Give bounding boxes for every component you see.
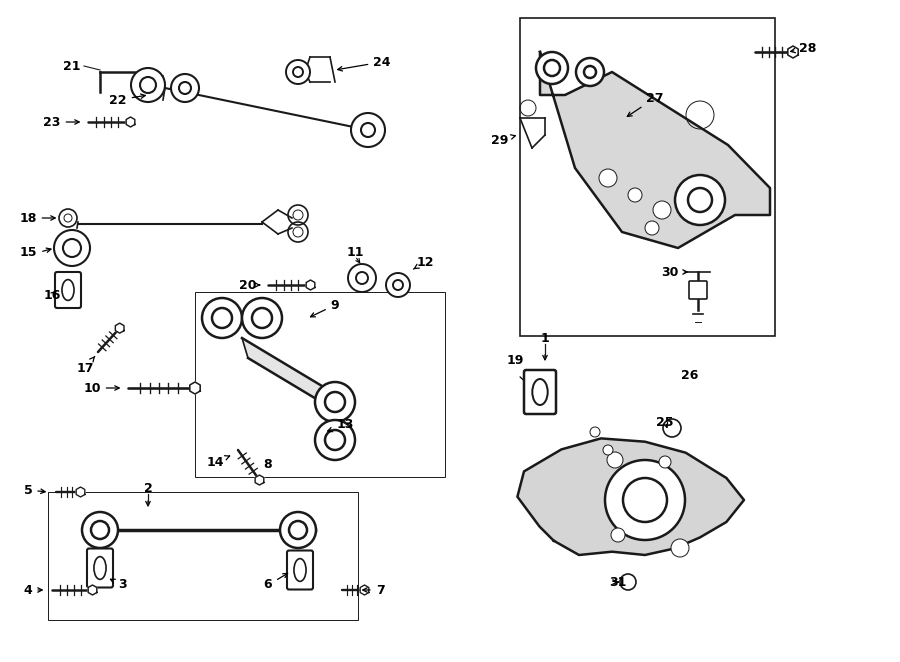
Circle shape (393, 280, 403, 290)
Text: 8: 8 (264, 459, 273, 471)
Text: 1: 1 (541, 332, 549, 344)
FancyBboxPatch shape (55, 272, 81, 308)
Polygon shape (115, 323, 124, 333)
Circle shape (584, 66, 596, 78)
Polygon shape (306, 280, 315, 290)
Circle shape (54, 230, 90, 266)
Circle shape (140, 77, 156, 93)
Circle shape (356, 272, 368, 284)
Polygon shape (88, 585, 97, 595)
Bar (195, 292, 445, 477)
Polygon shape (540, 52, 770, 248)
Circle shape (63, 239, 81, 257)
FancyBboxPatch shape (287, 551, 313, 589)
Text: 27: 27 (627, 91, 664, 117)
Polygon shape (788, 46, 798, 58)
Circle shape (351, 113, 385, 147)
Circle shape (605, 460, 685, 540)
Circle shape (628, 188, 642, 202)
Circle shape (252, 308, 272, 328)
Text: 4: 4 (23, 583, 42, 596)
Circle shape (286, 60, 310, 84)
Circle shape (386, 273, 410, 297)
Text: 23: 23 (43, 115, 79, 128)
Circle shape (293, 67, 303, 77)
Text: 29: 29 (491, 134, 516, 146)
Circle shape (171, 74, 199, 102)
Text: 13: 13 (328, 418, 354, 432)
Text: 25: 25 (656, 416, 674, 428)
Circle shape (611, 528, 625, 542)
Circle shape (623, 478, 667, 522)
Text: 2: 2 (144, 481, 152, 495)
Circle shape (659, 456, 671, 468)
Polygon shape (126, 117, 135, 127)
Polygon shape (190, 382, 200, 394)
Circle shape (590, 427, 600, 437)
Text: 19: 19 (507, 354, 524, 367)
Text: 16: 16 (43, 289, 60, 301)
Text: 26: 26 (681, 369, 698, 381)
FancyBboxPatch shape (87, 549, 113, 587)
FancyBboxPatch shape (524, 370, 556, 414)
Circle shape (131, 68, 165, 102)
Text: 6: 6 (264, 573, 288, 592)
Circle shape (653, 201, 671, 219)
Polygon shape (242, 338, 338, 412)
Circle shape (603, 445, 613, 455)
Text: 9: 9 (310, 299, 339, 317)
Text: 7: 7 (363, 583, 384, 596)
Circle shape (544, 60, 560, 76)
Circle shape (675, 175, 725, 225)
Circle shape (280, 512, 316, 548)
Circle shape (325, 430, 345, 450)
Circle shape (671, 539, 689, 557)
Circle shape (599, 169, 617, 187)
Polygon shape (518, 438, 744, 555)
Text: 10: 10 (84, 381, 119, 395)
Circle shape (348, 264, 376, 292)
Text: 12: 12 (413, 256, 434, 269)
Circle shape (315, 382, 355, 422)
Bar (48, 492, 358, 620)
Text: 31: 31 (609, 575, 626, 589)
Circle shape (315, 420, 355, 460)
Polygon shape (360, 585, 369, 595)
Text: 20: 20 (239, 279, 260, 291)
Circle shape (179, 82, 191, 94)
Circle shape (202, 298, 242, 338)
Circle shape (242, 298, 282, 338)
Circle shape (536, 52, 568, 84)
Circle shape (289, 521, 307, 539)
Circle shape (607, 452, 623, 468)
Text: 24: 24 (338, 56, 391, 71)
Text: 11: 11 (346, 246, 364, 258)
Ellipse shape (94, 557, 106, 579)
Circle shape (645, 221, 659, 235)
Text: 28: 28 (791, 42, 816, 54)
Circle shape (91, 521, 109, 539)
Ellipse shape (532, 379, 548, 405)
Circle shape (212, 308, 232, 328)
Ellipse shape (62, 279, 74, 301)
Polygon shape (255, 475, 264, 485)
Text: 5: 5 (23, 483, 45, 496)
Text: 3: 3 (111, 579, 126, 592)
Circle shape (361, 123, 375, 137)
Text: 22: 22 (109, 93, 145, 107)
Bar (520, 18, 775, 336)
Text: 18: 18 (19, 211, 55, 224)
Circle shape (576, 58, 604, 86)
Text: 30: 30 (662, 265, 688, 279)
Text: 15: 15 (19, 246, 37, 258)
Ellipse shape (294, 559, 306, 581)
Circle shape (325, 392, 345, 412)
Polygon shape (76, 487, 85, 497)
Circle shape (82, 512, 118, 548)
Circle shape (688, 188, 712, 212)
Text: 21: 21 (63, 60, 81, 73)
Text: 17: 17 (76, 357, 94, 375)
FancyBboxPatch shape (689, 281, 707, 299)
Text: 14: 14 (206, 455, 230, 469)
